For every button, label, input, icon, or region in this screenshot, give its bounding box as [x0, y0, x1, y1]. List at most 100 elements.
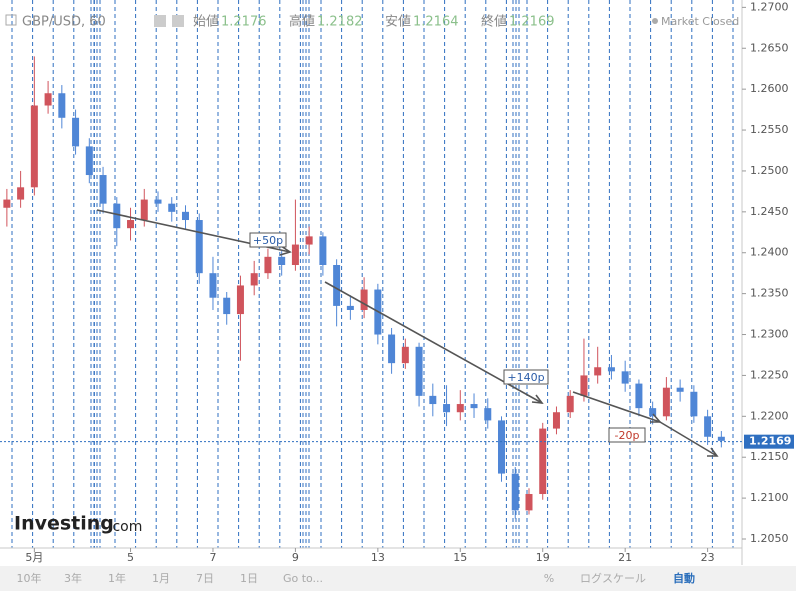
candle-body: [44, 93, 52, 106]
candle-body: [621, 371, 629, 384]
candle-body: [209, 273, 217, 298]
goto-button[interactable]: Go to...: [283, 572, 323, 585]
candle-body: [72, 117, 80, 147]
range-button[interactable]: 7日: [196, 572, 214, 585]
annotation-box: [608, 427, 646, 443]
y-tick-label: 1.2050: [750, 532, 789, 545]
y-tick-label: 1.2400: [750, 246, 789, 259]
candle-body: [85, 146, 93, 176]
candle-body: [662, 387, 670, 417]
candle-body: [649, 408, 657, 417]
candle-body: [264, 256, 272, 274]
y-tick-label: 1.2600: [750, 82, 789, 95]
annotation-box: [249, 232, 287, 248]
annotation-label: +50p: [253, 234, 283, 247]
ohlc-value: 1.2169: [509, 15, 555, 30]
candle-body: [607, 367, 615, 372]
candle-body: [484, 408, 492, 421]
arrow-head: [707, 447, 719, 457]
plot: 1.2050 1.2100 1.2150 1.2200 1.2250 1.2300 1.23…: [0, 0, 794, 564]
candle-body: [676, 387, 684, 392]
arrow-head: [279, 245, 292, 256]
candle-body: [291, 244, 299, 266]
range-button[interactable]: 1年: [108, 571, 126, 585]
x-tick-label: 7: [209, 551, 216, 564]
ohlc-value: 1.2176: [221, 15, 267, 30]
candle-body: [443, 404, 451, 413]
y-tick-label: 1.2450: [750, 205, 789, 218]
candle-body: [415, 346, 423, 396]
candle-body: [511, 473, 519, 511]
range-button[interactable]: 1日: [240, 572, 258, 585]
y-tick-label: 1.2550: [750, 123, 789, 136]
annotation: +50p +140p -20p: [249, 232, 646, 443]
y-tick-label: 1.2200: [750, 409, 789, 422]
candle-body: [278, 256, 286, 266]
ohlc-label: 高値: [289, 14, 315, 30]
ohlc-header: 始値 1.2176 高値 1.2182 安値 1.2164 終値 1.2169: [193, 14, 555, 30]
y-tick-label: 1.2500: [750, 164, 789, 177]
range-button[interactable]: 3年: [64, 571, 82, 585]
candle-body: [346, 305, 354, 310]
y-tick-label: 1.2300: [750, 328, 789, 341]
candle-body: [333, 265, 341, 306]
candle-body: [388, 334, 396, 364]
session-lines: [11, 0, 734, 548]
toolbar-buttons: 10年 3年 1年 1月 7日 1日: [17, 571, 259, 585]
log-button[interactable]: ログスケール: [580, 571, 646, 585]
candle-body: [704, 416, 712, 437]
candle-body: [168, 203, 176, 212]
candle-body: [250, 273, 258, 286]
last-price-box: [744, 434, 794, 449]
toolbar: [0, 566, 796, 591]
status-dot: [652, 18, 658, 24]
candle-body: [594, 367, 602, 376]
icon[interactable]: [172, 15, 184, 27]
icon: [5, 14, 17, 26]
candle-body: [30, 105, 38, 188]
candle-body: [401, 346, 409, 364]
auto-button[interactable]: 自動: [673, 571, 695, 585]
candle-body: [580, 375, 588, 396]
candle-body: [58, 93, 66, 118]
range-button[interactable]: 1月: [152, 572, 170, 585]
ohlc-value: 1.2182: [317, 15, 363, 30]
candle-body: [113, 203, 121, 229]
x-tick-label: 21: [618, 551, 632, 564]
x-tick-label: 5月: [25, 551, 43, 564]
candle-body: [635, 383, 643, 409]
icon[interactable]: [154, 15, 166, 27]
logo: Investing: [14, 513, 114, 535]
ohlc-value: 1.2164: [413, 15, 459, 30]
y-tick-label: 1.2150: [750, 450, 789, 463]
logo-suffix: .com: [108, 519, 142, 535]
candle-body: [539, 428, 547, 495]
candle-body: [360, 289, 368, 310]
symbol: GBP/USD, 60: [22, 15, 106, 30]
candle-body: [181, 211, 189, 221]
x-tick-label: 23: [701, 551, 715, 564]
y-tick-label: 1.2700: [750, 0, 789, 13]
candle-body: [552, 412, 560, 429]
y-tick-label: 1.2250: [750, 368, 789, 381]
y-tick-label: 1.2650: [750, 41, 789, 54]
annotation-label: -20p: [615, 429, 640, 442]
candle-body: [127, 220, 135, 229]
percent-button[interactable]: %: [544, 572, 554, 585]
y-tick-label: 1.2350: [750, 287, 789, 300]
arrow: [572, 391, 661, 423]
annotation-box: [503, 369, 549, 385]
candle-body: [470, 404, 478, 409]
x-tick-label: 5: [127, 551, 134, 564]
arrow: [659, 421, 718, 457]
y-tick-label: 1.2100: [750, 491, 789, 504]
range-button[interactable]: 10年: [17, 571, 42, 585]
candle-body: [223, 297, 231, 315]
last-price-label: 1.2169: [749, 435, 791, 448]
x-tick-label: 19: [536, 551, 550, 564]
candle-body: [429, 395, 437, 405]
candle-body: [154, 199, 162, 204]
arrow-head: [531, 394, 544, 404]
